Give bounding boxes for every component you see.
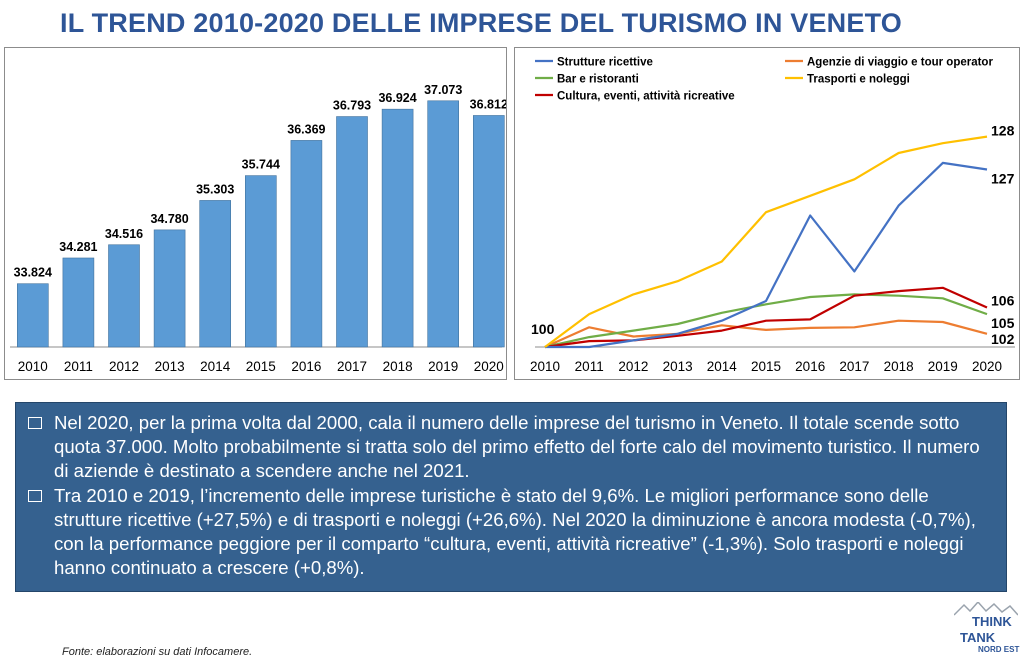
bar-value-label: 35.303 [196,182,234,196]
legend-label: Bar e ristoranti [557,74,639,86]
mountain-logo-icon [954,602,1018,616]
bar-value-label: 37.073 [424,83,462,97]
bar-chart: 33.824 2010 34.281 2011 34.516 2012 34.780 2013… [10,83,506,374]
x-tick-label: 2015 [246,359,276,374]
x-tick-label: 2016 [291,359,321,374]
page-title: IL TREND 2010-2020 DELLE IMPRESE DEL TUR… [60,8,902,38]
bar-2017 [336,116,368,348]
x-tick-label: 2013 [155,359,185,374]
bar-value-label: 36.793 [333,99,371,113]
bar-2010 [17,283,49,348]
series-line-3 [544,135,988,348]
logo-text-think: THINK [972,614,1012,629]
bar-2015 [245,175,277,348]
x-tick-label: 2018 [383,359,413,374]
bar-2018 [381,108,414,348]
bar-value-label: 33.824 [14,266,52,280]
bar-chart-panel: 33.824 2010 34.281 2011 34.516 2012 34.780 2013… [4,47,507,380]
series-line-0 [545,161,988,349]
commentary-box: Nel 2020, per la prima volta dal 2000, c… [15,402,1007,592]
x-tick-label: 2019 [928,359,958,374]
x-tick-label: 2011 [64,359,93,374]
line-chart-panel: 2010 2011 2012 2013 2014 2015 2016 2017 2018 2019… [514,47,1020,380]
legend-label: Cultura, eventi, attività ricreative [557,91,735,103]
x-tick-label: 2017 [337,359,367,374]
commentary-bullet-2: Tra 2010 e 2019, l’incremento delle impr… [26,484,992,581]
bar-2011 [62,257,95,348]
x-tick-label: 2012 [618,359,648,374]
series-line-4 [544,286,988,349]
bar-2014 [199,200,231,348]
source-note: Fonte: elaborazioni su dati Infocamere. [62,646,253,658]
x-tick-label: 2014 [707,359,738,374]
x-tick-label: 2011 [575,359,604,374]
bar-2019 [427,100,460,348]
line-value-label: 100 [531,321,555,337]
x-tick-label: 2010 [18,359,48,374]
checkbox-bullet-icon [28,417,42,429]
x-tick-label: 2015 [751,359,781,374]
commentary-text-2: Tra 2010 e 2019, l’incremento delle impr… [54,484,976,579]
checkbox-bullet-icon [28,489,42,502]
x-tick-label: 2013 [663,359,693,374]
bar-2016 [290,140,323,348]
bar-value-label: 35.744 [242,158,280,172]
series-line-2 [544,293,988,349]
x-tick-label: 2014 [200,359,231,374]
x-tick-label: 2016 [795,359,825,374]
bar-value-label: 36.369 [287,122,325,136]
think-tank-logo: THINK TANK NORD EST [950,602,1020,658]
logo-text-tank: TANK [960,630,996,645]
line-value-label: 102 [991,331,1015,347]
bar-2012 [108,244,140,348]
line-value-label: 127 [991,170,1015,186]
legend-label: Strutture ricettive [557,57,653,69]
bar-value-label: 34.780 [150,212,188,226]
bar-2013 [153,229,186,348]
x-tick-label: 2020 [972,359,1002,374]
legend-label: Agenzie di viaggio e tour operator [807,57,993,69]
bar-2020 [472,115,505,348]
bar-value-label: 34.516 [105,227,143,241]
x-tick-label: 2019 [428,359,458,374]
legend-label: Trasporti e noleggi [807,74,910,86]
line-value-label: 105 [991,315,1015,331]
line-value-label: 128 [991,123,1015,139]
commentary-text-1: Nel 2020, per la prima volta dal 2000, c… [54,412,980,482]
x-tick-label: 2017 [839,359,869,374]
x-tick-label: 2010 [530,359,560,374]
line-value-label: 106 [991,293,1015,309]
commentary-bullet-1: Nel 2020, per la prima volta dal 2000, c… [26,411,992,484]
bar-value-label: 36.924 [378,91,416,105]
x-tick-label: 2018 [884,359,914,374]
x-tick-label: 2012 [109,359,139,374]
bar-value-label: 36.812 [470,97,506,111]
line-chart: 2010 2011 2012 2013 2014 2015 2016 2017 2018 2019… [530,57,1015,374]
logo-text-nordest: NORD EST [978,645,1020,654]
x-tick-label: 2020 [474,359,504,374]
bar-value-label: 34.281 [59,240,97,254]
